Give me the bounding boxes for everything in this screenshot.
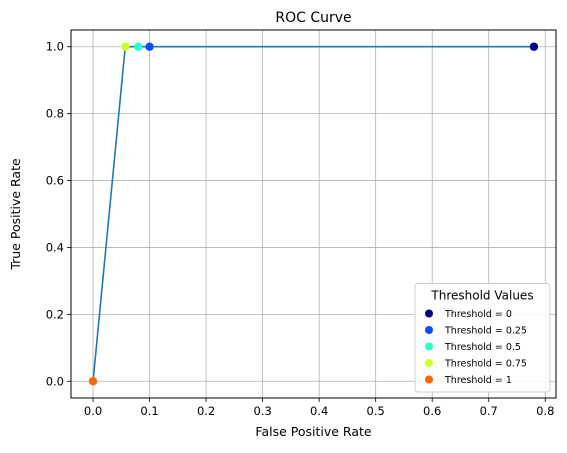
x-tick-label: 0.2: [197, 404, 215, 418]
x-tick-label: 0.1: [140, 404, 158, 418]
y-axis-label: True Positive Rate: [8, 158, 23, 271]
legend-label: Threshold = 0: [444, 309, 512, 320]
y-tick-label: 0.4: [46, 240, 64, 254]
y-tick-label: 0.0: [46, 374, 64, 388]
threshold-point: [530, 43, 538, 51]
threshold-point: [89, 377, 97, 385]
x-tick-label: 0.7: [480, 404, 498, 418]
legend-marker: [425, 343, 433, 351]
x-tick-label: 0.4: [310, 404, 328, 418]
threshold-point: [145, 43, 153, 51]
y-tick-label: 0.6: [46, 174, 64, 188]
y-tick-label: 0.8: [46, 107, 64, 121]
x-tick-label: 0.5: [367, 404, 385, 418]
y-tick-label: 1.0: [46, 40, 64, 54]
legend: Threshold Values Threshold = 0 Threshold …: [415, 284, 550, 393]
legend-marker: [425, 326, 433, 334]
chart-title: ROC Curve: [275, 10, 351, 26]
legend-title: Threshold Values: [430, 289, 533, 303]
legend-label: Threshold = 0.25: [444, 326, 527, 337]
x-tick-label: 0.3: [253, 404, 271, 418]
threshold-point: [134, 43, 142, 51]
legend-marker: [425, 310, 433, 318]
legend-marker: [425, 376, 433, 384]
legend-label: Threshold = 0.5: [444, 342, 521, 353]
legend-label: Threshold = 1: [444, 375, 512, 386]
x-tick-label: 0.0: [84, 404, 102, 418]
y-tick-label: 0.2: [46, 307, 64, 321]
x-tick-label: 0.6: [423, 404, 441, 418]
legend-marker: [425, 359, 433, 367]
legend-label: Threshold = 0.75: [444, 359, 527, 370]
x-tick-label: 0.8: [536, 404, 554, 418]
x-axis-label: False Positive Rate: [255, 424, 371, 439]
threshold-point: [121, 43, 129, 51]
